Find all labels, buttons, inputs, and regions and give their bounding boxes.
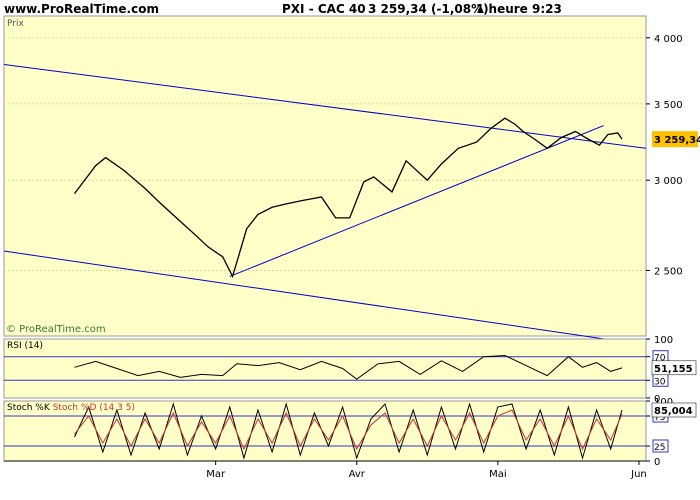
stoch-panel-title: Stoch %K Stoch %D (14 3 5) (7, 403, 135, 413)
price-series-line (73, 117, 623, 279)
time-axis-label: Avr (349, 469, 366, 480)
price-tick-label: 2 500 (654, 266, 683, 277)
rsi-panel-title: RSI (14) (7, 341, 43, 351)
price-tick-label: 4 000 (654, 34, 683, 45)
stoch-last-badge (651, 402, 697, 418)
stoch-tick-label: 100 (654, 397, 673, 408)
instrument-title: PXI - CAC 40 (282, 2, 366, 16)
trend-line (229, 125, 604, 277)
price-panel[interactable]: Prix © ProRealTime.com 2 500 3 000 3 500 4 … (3, 15, 700, 346)
rsi-last-label: 51,155 (654, 364, 693, 375)
rsi-series-line-1 (74, 354, 623, 380)
stoch-tick-label: 75 (654, 413, 665, 423)
rsi-tick-label: 0 (654, 394, 660, 405)
trend-line (3, 63, 647, 149)
time-axis-label: Mai (489, 469, 507, 480)
last-price-badge (652, 131, 698, 148)
stoch-last-label: 85,004 (654, 406, 693, 417)
time-axis-label: Mar (206, 469, 226, 480)
stoch-tick-label: 0 (654, 457, 660, 468)
price-tick-label: 3 500 (654, 100, 683, 111)
rsi-last-badge (651, 360, 697, 376)
rsi-tick-label: 30 (654, 377, 666, 387)
timeframe-label[interactable]: 1 heure (476, 2, 528, 16)
rsi-tick-label: 70 (654, 354, 666, 364)
price-panel-background (3, 15, 647, 337)
stoch-level-badge (652, 439, 669, 453)
time-axis: Mar Avr Mai Jun (4, 460, 647, 480)
price-panel-title: Prix (7, 19, 24, 29)
stoch-series-line-2 (74, 409, 623, 451)
price-tick-label: 3 000 (654, 176, 683, 187)
stoch-tick-label: 25 (654, 443, 665, 453)
trend-line (3, 250, 647, 346)
rsi-panel-background (3, 338, 647, 399)
rsi-panel[interactable]: RSI (14) 0 30 70 100 51,155 (3, 335, 697, 405)
stoch-k-title: Stoch %K (7, 403, 51, 413)
stoch-panel-background (3, 400, 647, 462)
rsi-tick-label: 100 (654, 335, 673, 346)
quote-label: 3 259,34 (-1,08%) (368, 2, 489, 16)
time-label: 9:23 (532, 2, 562, 16)
stoch-d-title: Stoch %D (14 3 5) (53, 403, 135, 413)
time-axis-label: Jun (630, 469, 647, 480)
last-price-label: 3 259,34 (654, 135, 700, 146)
website-label[interactable]: www.ProRealTime.com (4, 2, 159, 16)
watermark: © ProRealTime.com (6, 324, 106, 335)
